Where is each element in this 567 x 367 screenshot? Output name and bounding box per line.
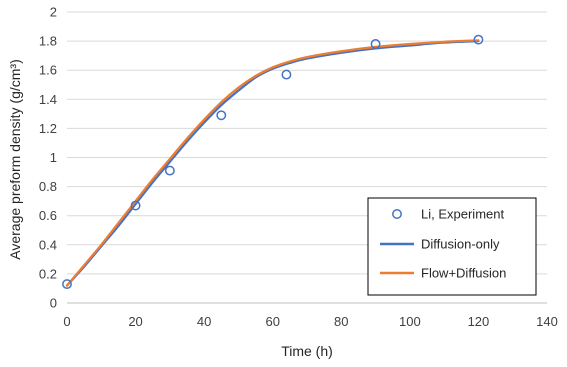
y-tick-label: 0.6	[39, 208, 57, 223]
y-axis-title: Average preform density (g/cm³)	[7, 59, 23, 259]
data-point	[130, 200, 141, 211]
legend-box	[367, 197, 537, 296]
x-tick-label: 0	[63, 314, 70, 329]
x-tick-label: 140	[536, 314, 558, 329]
series-markers	[62, 34, 484, 290]
legend-label: Flow+Diffusion	[421, 266, 506, 281]
data-point	[473, 34, 484, 45]
data-point	[370, 39, 381, 49]
y-tick-label: 2	[50, 5, 57, 20]
x-axis-ticks: 0 20 40 60 80 100 120 140	[63, 314, 557, 329]
x-tick-label: 120	[468, 314, 490, 329]
y-tick-label: 1	[50, 150, 57, 165]
x-tick-label: 20	[128, 314, 142, 329]
data-point	[62, 279, 72, 290]
x-tick-label: 80	[334, 314, 348, 329]
y-tick-label: 0.4	[39, 237, 57, 252]
y-tick-label: 0	[50, 296, 57, 311]
series-line	[65, 39, 480, 287]
x-tick-label: 60	[265, 314, 279, 329]
legend-label: Diffusion-only	[421, 237, 500, 252]
y-tick-label: 1.8	[39, 34, 57, 49]
y-tick-label: 0.2	[39, 266, 57, 281]
legend-items: Li, Experiment Diffusion-only Flow+Diffusi…	[380, 207, 506, 281]
y-axis-ticks: 0 0.2 0.4 0.6 0.8 1 1.2 1.4 1.6 1.8 2	[39, 5, 57, 311]
legend: Li, Experiment Diffusion-only Flow+Diffusi…	[367, 197, 537, 296]
y-tick-label: 1.6	[39, 63, 57, 78]
x-tick-label: 40	[197, 314, 211, 329]
y-tick-label: 1.4	[39, 92, 57, 107]
data-point	[164, 165, 175, 176]
y-tick-label: 1.2	[39, 121, 57, 136]
legend-label: Li, Experiment	[421, 207, 504, 222]
legend-marker-swatch	[392, 209, 402, 219]
x-axis-title: Time (h)	[281, 343, 333, 359]
data-point	[216, 110, 227, 121]
y-tick-label: 0.8	[39, 179, 57, 194]
x-tick-label: 100	[399, 314, 421, 329]
data-point	[281, 69, 292, 80]
